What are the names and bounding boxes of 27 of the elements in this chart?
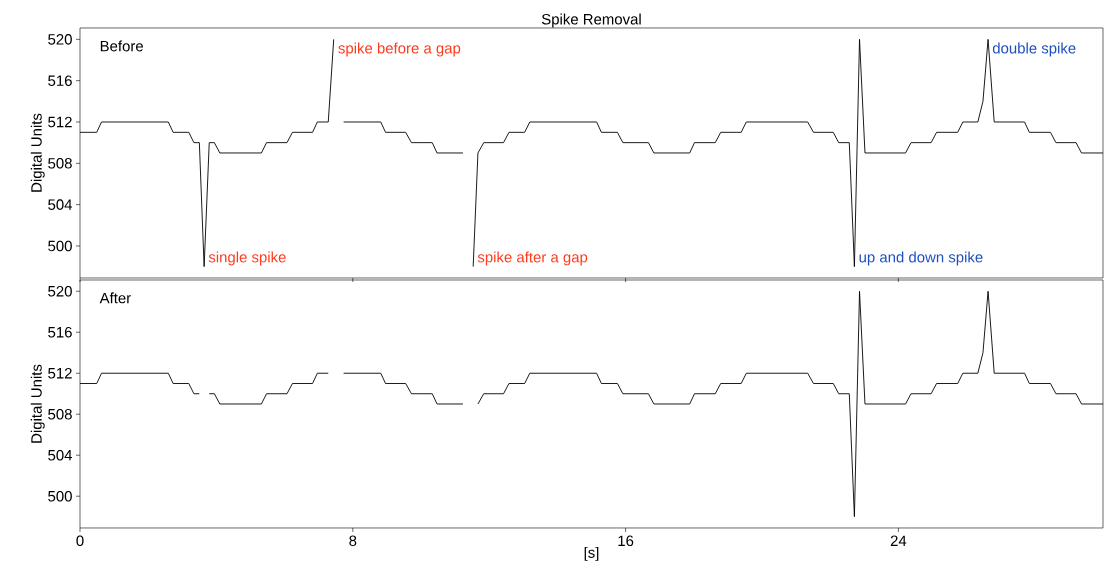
y-tick-label: 512 [48, 367, 72, 379]
x-tick-label: 0 [76, 535, 84, 547]
y-tick-label: 516 [48, 75, 72, 86]
y-tick-label: 504 [48, 199, 73, 210]
y-tick-label: 520 [48, 34, 72, 45]
annotation: double spike [992, 42, 1076, 57]
x-tick-label: 24 [890, 535, 907, 546]
annotation: single spike [208, 251, 286, 266]
y-tick-label: 508 [48, 408, 72, 420]
y-tick-label: 504 [48, 449, 73, 461]
chart-title: Spike Removal [541, 13, 641, 28]
annotation: After [99, 292, 131, 304]
y-tick-label: 508 [48, 158, 72, 169]
x-tick-label: 16 [618, 535, 634, 547]
annotation: spike after a gap [477, 251, 588, 266]
y-tick-label: 500 [48, 490, 72, 502]
annotation: Before [100, 40, 143, 52]
y-tick-label: 512 [48, 116, 72, 128]
x-axis-title: [s] [584, 546, 599, 561]
annotation: spike before a gap [338, 42, 461, 57]
y-tick-label: 520 [48, 285, 72, 297]
x-tick-label: 8 [349, 535, 357, 547]
y-axis-title: Digital Units [30, 113, 45, 192]
y-tick-label: 500 [48, 240, 72, 252]
y-tick-label: 516 [48, 326, 72, 338]
y-axis-title: Digital Units [30, 364, 45, 443]
annotation: up and down spike [859, 251, 983, 266]
